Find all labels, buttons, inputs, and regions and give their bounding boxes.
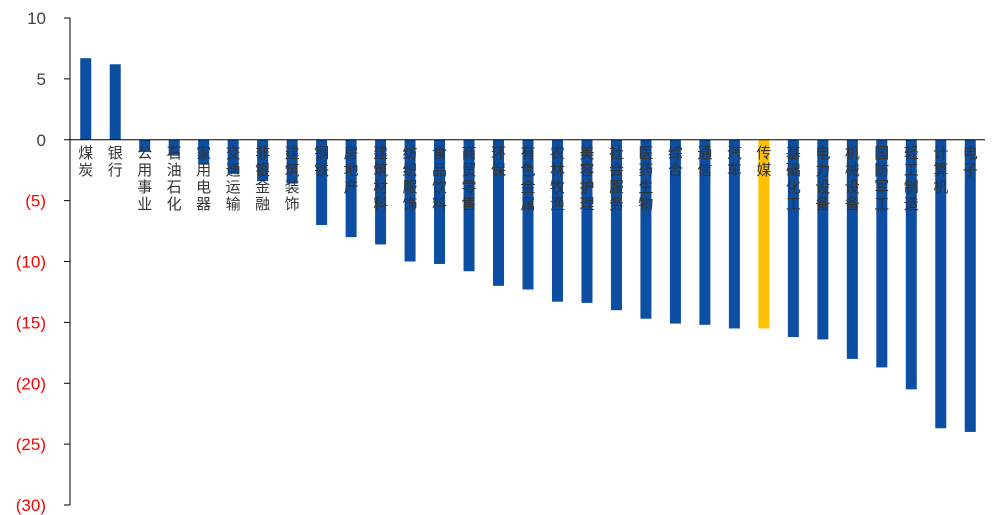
bar-18 [581, 139, 593, 303]
category-label: 基础化工 [786, 144, 801, 213]
bar-15 [493, 139, 505, 286]
bar-5 [198, 139, 210, 165]
category-label: 煤炭 [78, 144, 93, 179]
y-tick-label: (20) [16, 374, 46, 393]
category-label: 建筑材料 [373, 144, 388, 213]
category-label: 非银金融 [255, 144, 270, 213]
bar-13 [434, 139, 446, 264]
bar-6 [227, 139, 239, 174]
y-tick-label: (30) [16, 496, 46, 515]
y-tick-label: (15) [16, 313, 46, 332]
bar-20 [640, 139, 652, 319]
bar-7 [257, 139, 269, 182]
category-label: 综合 [668, 144, 683, 179]
bars-group [80, 58, 976, 432]
bar-24 [758, 139, 770, 329]
category-label: 食品饮料 [432, 144, 447, 213]
category-label: 美容护理 [579, 144, 594, 213]
bar-17 [551, 139, 563, 302]
y-tick-label: 10 [27, 9, 46, 28]
category-label: 建筑装饰 [285, 144, 300, 213]
bar-31 [964, 139, 976, 432]
category-label: 轻工制造 [904, 144, 919, 213]
bar-4 [168, 139, 180, 156]
bar-16 [522, 139, 534, 290]
y-tick-label: 5 [37, 70, 46, 89]
category-label: 机械设备 [845, 144, 860, 213]
bar-1 [80, 58, 92, 140]
category-label: 纺织服饰 [403, 144, 418, 213]
y-tick-label: 0 [37, 131, 46, 150]
category-label: 有色金属 [520, 144, 535, 213]
category-label: 汽车 [727, 144, 742, 179]
category-label: 医药生物 [638, 144, 653, 213]
bar-27 [846, 139, 858, 359]
category-label: 电力设备 [815, 144, 830, 213]
bar-9 [316, 139, 328, 225]
category-label: 银行 [108, 144, 123, 179]
bar-23 [728, 139, 740, 329]
y-tick-label: (5) [25, 192, 46, 211]
bar-29 [905, 139, 917, 390]
category-label: 国防军工 [874, 144, 889, 213]
bar-30 [935, 139, 947, 429]
bar-26 [817, 139, 829, 340]
category-label: 家用电器 [196, 144, 211, 213]
bar-19 [610, 139, 622, 311]
category-label: 传媒 [756, 144, 771, 179]
bar-10 [345, 139, 357, 238]
category-label: 交通运输 [226, 144, 241, 213]
category-label: 电子 [963, 144, 978, 179]
category-label: 房地产 [344, 144, 359, 196]
category-label: 公用事业 [137, 144, 152, 213]
category-label: 计算机 [933, 144, 948, 196]
bar-11 [375, 139, 387, 245]
category-label: 通信 [697, 144, 712, 179]
bar-25 [787, 139, 799, 337]
bar-14 [463, 139, 475, 272]
category-label: 社会服务 [609, 144, 624, 213]
bar-22 [699, 139, 711, 325]
y-tick-label: (25) [16, 435, 46, 454]
bar-21 [669, 139, 681, 324]
category-label: 商贸零售 [462, 144, 477, 213]
category-labels-group: 煤炭银行公用事业石油石化家用电器交通运输非银金融建筑装饰钢铁房地产建筑材料纺织服… [78, 144, 978, 213]
bar-12 [404, 139, 416, 262]
category-label: 石油石化 [167, 144, 182, 213]
bar-2 [109, 64, 121, 140]
category-label: 钢铁 [314, 144, 329, 179]
y-tick-label: (10) [16, 253, 46, 272]
bar-8 [286, 139, 298, 184]
category-label: 农林牧渔 [550, 144, 565, 213]
y-axis-ticks-group: 10 5 0 (5) (10) (15) (20) (25) (30) [16, 9, 70, 515]
bar-3 [139, 139, 151, 152]
bar-28 [876, 139, 888, 368]
category-label: 环保 [491, 144, 506, 179]
